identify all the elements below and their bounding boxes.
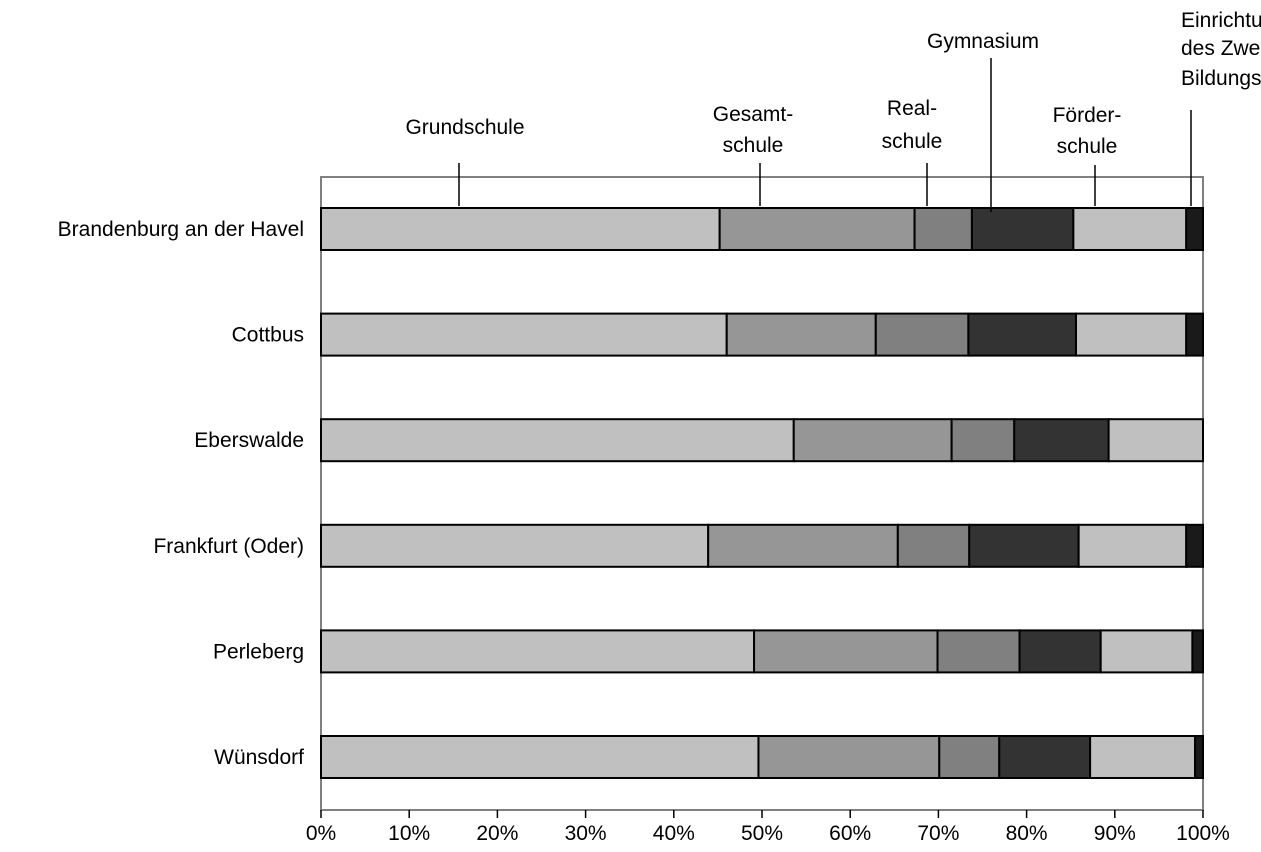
bar-segment-5-3: [1186, 525, 1203, 567]
bar-segment-4-0: [1073, 208, 1186, 250]
bar-segment-2-1: [876, 314, 969, 356]
category-labels: Brandenburg an der Havel Cottbus Eberswald…: [58, 218, 304, 769]
bar-segment-0-0: [321, 208, 720, 250]
bar-segment-2-2: [952, 419, 1015, 461]
x-axis: 0% 10% 20% 30% 40% 50% 60% 70% 80% 90% 100%: [306, 810, 1230, 845]
category-label: Eberswalde: [194, 429, 304, 452]
bar-segment-3-2: [1014, 419, 1108, 461]
bar-segment-1-4: [754, 630, 937, 672]
x-tick-label: 40%: [653, 822, 695, 845]
bar-segment-4-1: [1076, 314, 1186, 356]
x-tick-label: 0%: [306, 822, 336, 845]
x-tick-label: 90%: [1094, 822, 1136, 845]
bar-segment-0-4: [321, 630, 754, 672]
series-label-line: schule: [723, 134, 784, 157]
bar-segment-3-3: [969, 525, 1078, 567]
bar-segment-2-3: [898, 525, 969, 567]
x-tick-label: 100%: [1176, 822, 1230, 845]
x-tick-label: 60%: [829, 822, 871, 845]
x-tick-label: 70%: [917, 822, 959, 845]
bar-segment-3-4: [1020, 630, 1101, 672]
series-label-line: Förder-: [1053, 104, 1122, 127]
series-label-line: Real-: [887, 97, 937, 120]
plot-frame: [321, 177, 1203, 810]
category-label: Wünsdorf: [214, 746, 304, 769]
series-label-line: Gymnasium: [927, 30, 1039, 53]
x-tick-label: 30%: [565, 822, 607, 845]
bar-segment-3-5: [999, 736, 1090, 778]
bar-segment-0-5: [321, 736, 758, 778]
series-label-line: schule: [882, 130, 943, 153]
bar-segment-2-0: [915, 208, 972, 250]
series-annotations: Grundschule Gesamt-schule Real-schule Gymna…: [405, 9, 1261, 212]
series-label-line: Bildungsweges: [1181, 67, 1261, 90]
bar-segment-5-4: [1192, 630, 1203, 672]
series-label-line: des Zweiten: [1181, 37, 1261, 60]
bar-segment-4-4: [1101, 630, 1193, 672]
bar-segment-5-0: [1186, 208, 1203, 250]
bar-segment-4-2: [1109, 419, 1203, 461]
category-label: Brandenburg an der Havel: [58, 218, 304, 241]
x-tick-label: 80%: [1006, 822, 1048, 845]
bar-segment-3-0: [972, 208, 1073, 250]
bar-segment-5-5: [1195, 736, 1203, 778]
bar-segment-0-2: [321, 419, 794, 461]
bar-segment-2-4: [938, 630, 1020, 672]
bar-segment-3-1: [968, 314, 1076, 356]
x-tick-label: 20%: [476, 822, 518, 845]
series-label-line: schule: [1057, 135, 1118, 158]
bars: [321, 208, 1203, 778]
series-label-line: Einrichtung: [1181, 9, 1261, 32]
x-tick-label: 10%: [388, 822, 430, 845]
bar-segment-4-5: [1090, 736, 1195, 778]
bar-segment-1-1: [727, 314, 876, 356]
series-label-line: Grundschule: [405, 116, 524, 139]
series-label-line: Gesamt-: [713, 103, 794, 126]
bar-segment-1-2: [794, 419, 952, 461]
bar-segment-1-5: [758, 736, 939, 778]
category-label: Perleberg: [213, 640, 304, 663]
bar-segment-4-3: [1079, 525, 1187, 567]
category-label: Cottbus: [232, 324, 304, 347]
category-label: Frankfurt (Oder): [153, 535, 304, 558]
bar-segment-0-3: [321, 525, 708, 567]
bar-segment-1-0: [720, 208, 915, 250]
bar-segment-0-1: [321, 314, 727, 356]
x-tick-label: 50%: [741, 822, 783, 845]
bar-segment-1-3: [708, 525, 898, 567]
bar-segment-5-1: [1186, 314, 1203, 356]
bar-segment-2-5: [939, 736, 999, 778]
